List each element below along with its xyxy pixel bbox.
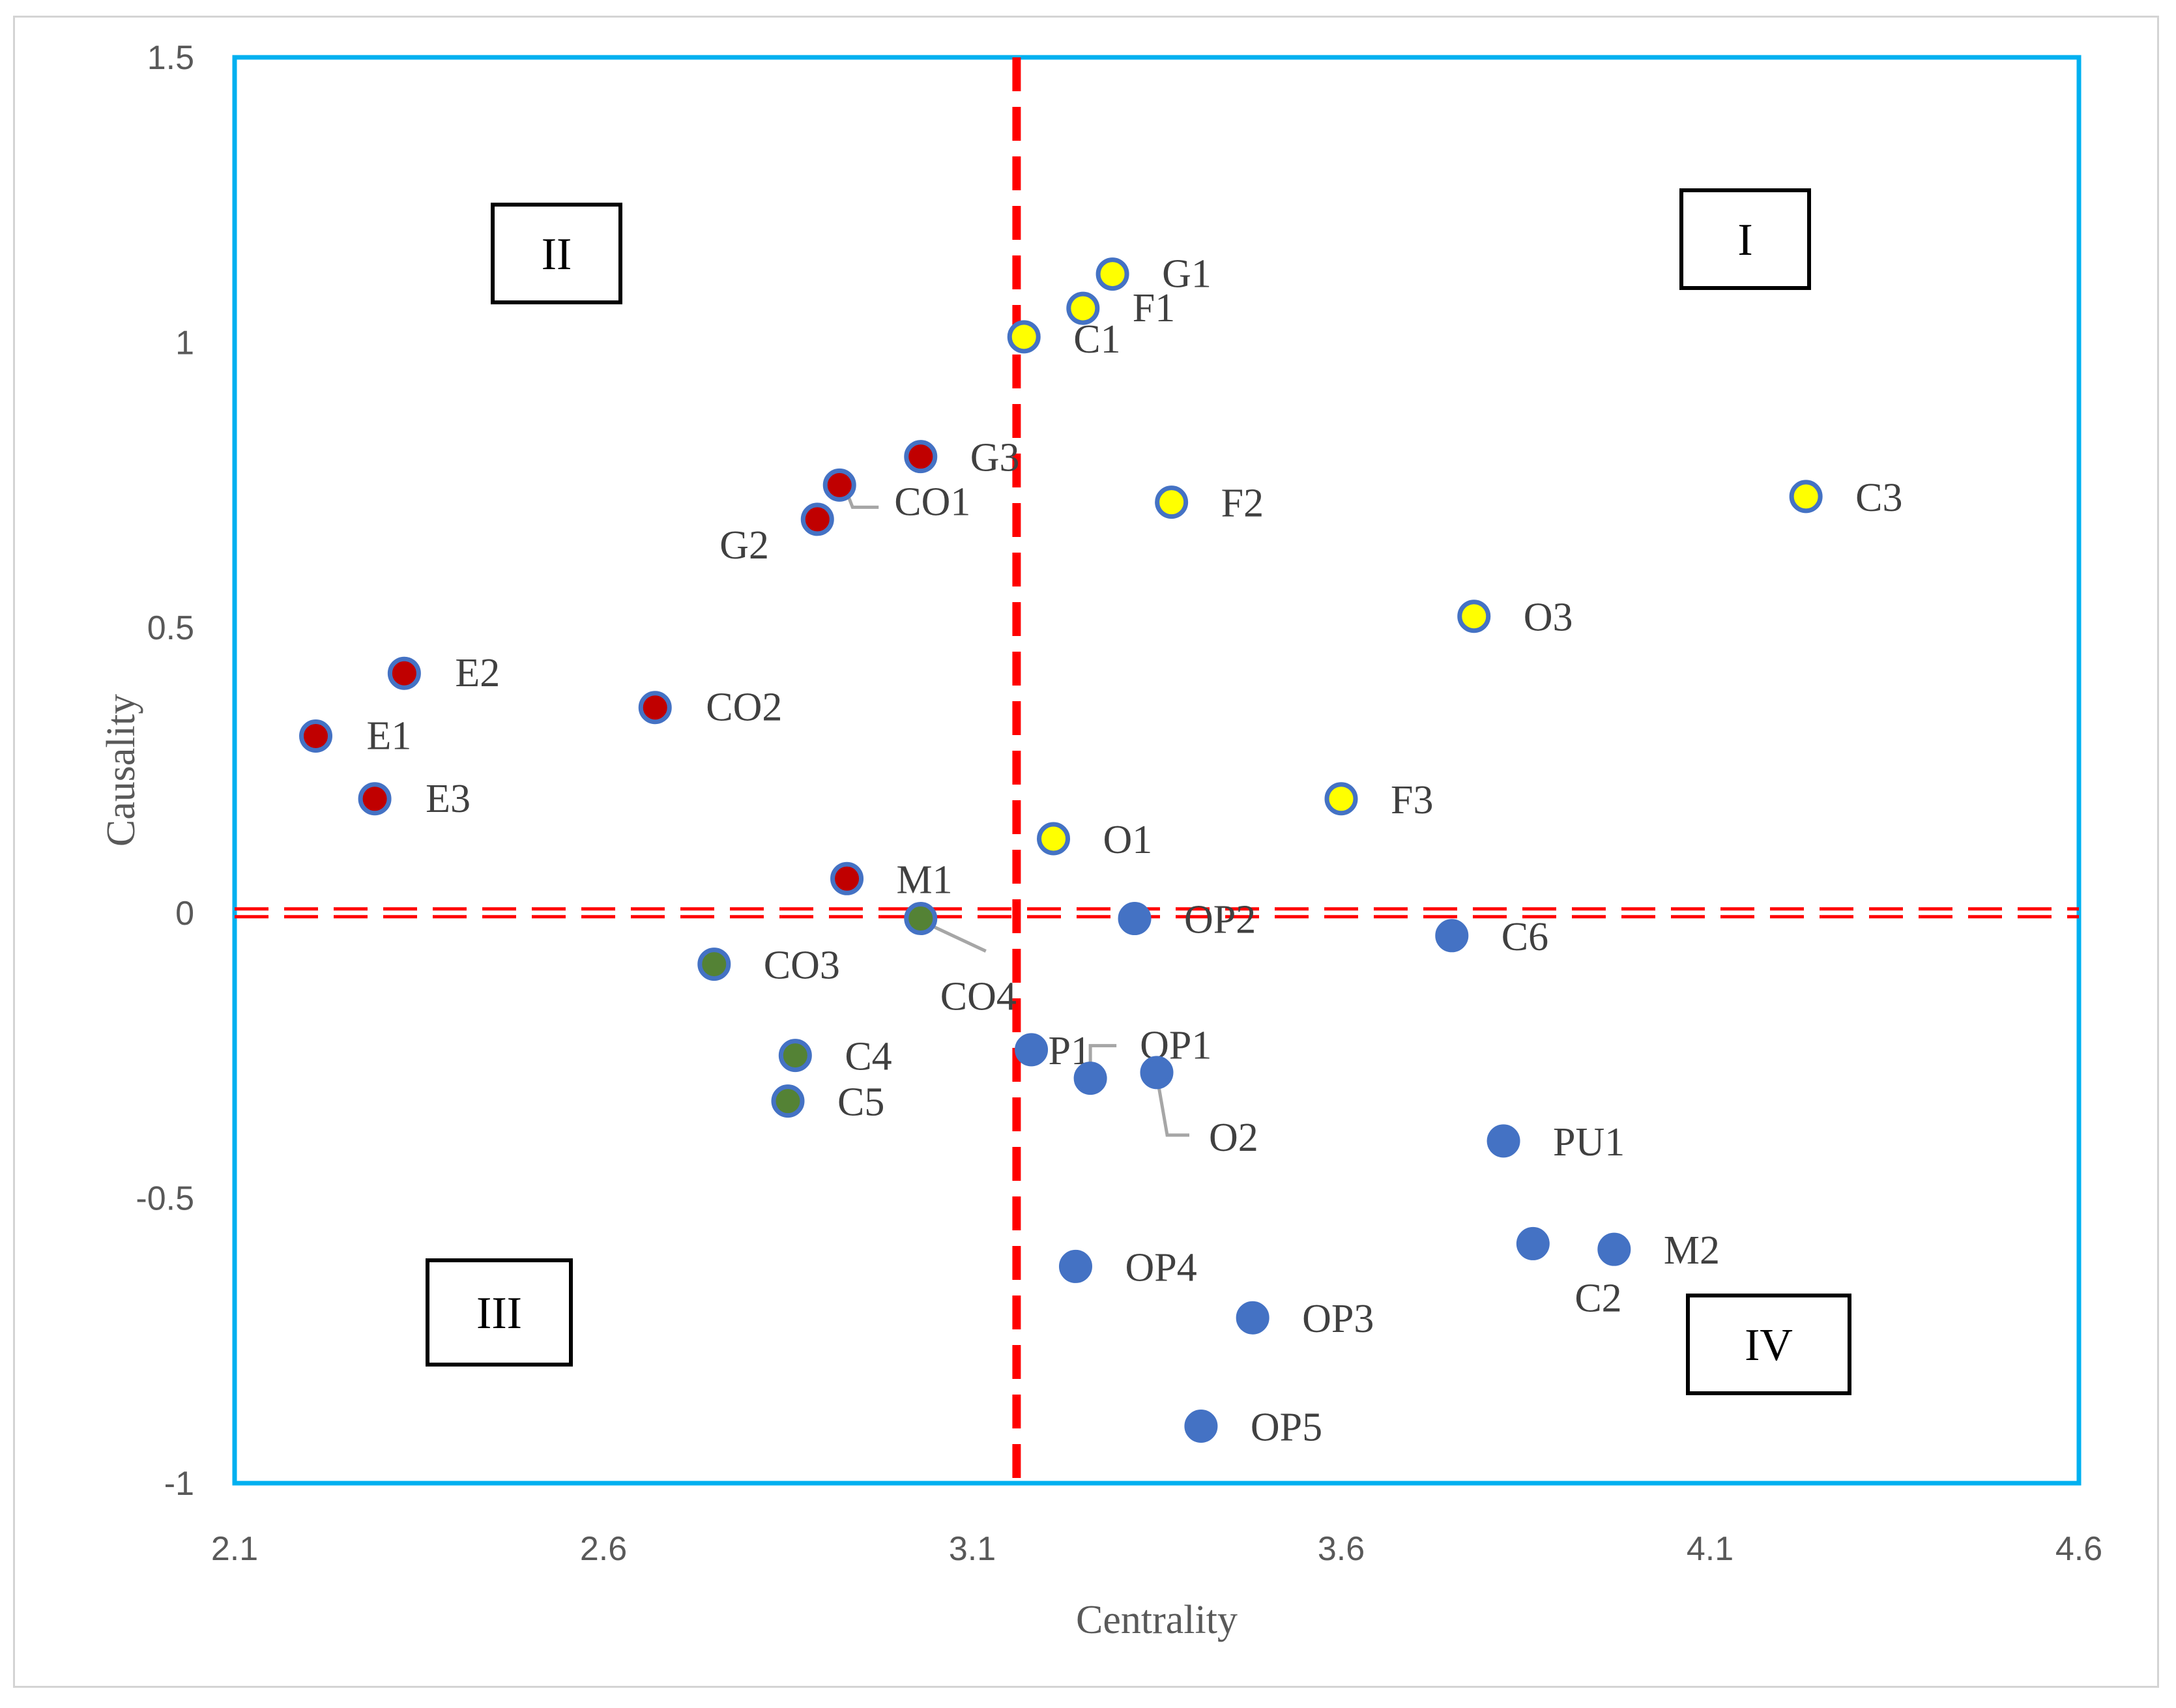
data-point	[904, 902, 938, 936]
data-point	[1066, 291, 1100, 325]
y-tick-label: -1	[164, 1465, 194, 1503]
quadrant-label: I	[1737, 215, 1752, 265]
data-label: F1	[1133, 286, 1175, 330]
data-point	[1789, 480, 1823, 514]
data-point	[697, 948, 731, 981]
x-tick-label: 2.1	[211, 1530, 258, 1568]
data-point	[1236, 1301, 1269, 1335]
data-label: O1	[1103, 818, 1153, 862]
quadrant-box	[491, 203, 622, 304]
quadrant-label: II	[542, 229, 572, 280]
data-point	[822, 468, 856, 502]
data-point	[1184, 1409, 1218, 1443]
data-label: OP2	[1184, 898, 1256, 942]
data-point	[358, 782, 392, 816]
data-point	[1597, 1232, 1631, 1266]
data-label: G1	[1162, 252, 1211, 297]
data-label: C4	[845, 1035, 892, 1079]
data-label: CO1	[894, 480, 970, 524]
data-point	[778, 1039, 812, 1073]
x-tick-label: 4.6	[2055, 1530, 2102, 1568]
data-point	[1516, 1226, 1550, 1260]
y-tick-label: 1.5	[147, 39, 194, 77]
y-tick-label: 1	[175, 325, 194, 362]
data-point	[1058, 1249, 1092, 1283]
x-tick-label: 3.6	[1318, 1530, 1365, 1568]
x-tick-label: 4.1	[1687, 1530, 1734, 1568]
data-label: PU1	[1553, 1120, 1625, 1165]
data-label: G3	[970, 436, 1020, 480]
data-label: CO3	[764, 944, 840, 988]
x-tick-label: 3.1	[949, 1530, 996, 1568]
data-point	[1007, 320, 1041, 354]
data-point	[1095, 257, 1129, 291]
data-point	[638, 691, 672, 725]
data-label: OP3	[1302, 1297, 1374, 1341]
quadrant-label: IV	[1745, 1320, 1793, 1370]
data-label: M2	[1664, 1228, 1720, 1273]
data-point	[830, 861, 864, 895]
data-point	[904, 440, 938, 474]
x-tick-label: 2.6	[580, 1530, 627, 1568]
data-point	[1487, 1124, 1520, 1158]
quadrant-box	[1686, 1294, 1851, 1395]
y-tick-label: 0	[175, 895, 194, 933]
data-point	[771, 1084, 805, 1118]
data-point	[387, 656, 421, 690]
plot-area-border	[232, 55, 2082, 1486]
data-label: C5	[837, 1080, 884, 1125]
data-label: O2	[1209, 1116, 1258, 1160]
data-point	[1118, 902, 1152, 936]
y-tick-label: -0.5	[136, 1180, 194, 1217]
data-point	[299, 719, 333, 753]
quadrant-label: III	[476, 1288, 522, 1339]
data-label: CO2	[706, 686, 782, 730]
data-point	[1155, 485, 1189, 519]
data-label: M1	[897, 858, 953, 902]
data-point	[1457, 600, 1491, 633]
data-label: OP4	[1125, 1245, 1197, 1290]
data-point	[1037, 822, 1071, 856]
data-label: OP5	[1251, 1405, 1322, 1449]
data-point	[1140, 1056, 1174, 1090]
quadrant-box	[426, 1258, 573, 1367]
data-point	[1324, 782, 1358, 816]
data-point	[1073, 1062, 1107, 1095]
data-label: E1	[367, 714, 412, 758]
data-point	[1015, 1033, 1049, 1067]
data-label: CO4	[940, 975, 1017, 1019]
data-point	[1435, 919, 1469, 953]
data-label: F2	[1221, 482, 1264, 526]
data-point	[800, 502, 834, 536]
data-label: C2	[1574, 1276, 1621, 1320]
data-label: F3	[1391, 778, 1433, 822]
x-axis-title: Centrality	[1076, 1598, 1238, 1642]
data-label: E3	[426, 777, 471, 821]
data-label: G2	[719, 523, 769, 568]
leader-line	[1155, 1075, 1189, 1137]
data-label: C3	[1855, 476, 1902, 520]
data-label: O3	[1524, 596, 1573, 640]
y-axis-title: Causality	[99, 694, 143, 847]
data-label: E2	[455, 651, 500, 695]
quadrant-box	[1679, 188, 1811, 290]
data-label: C6	[1501, 915, 1548, 959]
y-tick-label: 0.5	[147, 609, 194, 647]
